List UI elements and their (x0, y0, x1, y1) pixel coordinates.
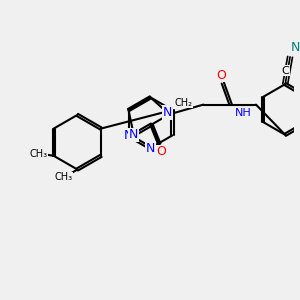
Text: NH: NH (235, 108, 252, 118)
Text: CH₃: CH₃ (29, 149, 47, 159)
Text: N: N (129, 128, 139, 141)
Text: N: N (290, 40, 300, 54)
Text: O: O (156, 146, 166, 158)
Text: N: N (163, 106, 172, 119)
Text: C: C (281, 65, 289, 76)
Text: O: O (216, 69, 226, 82)
Text: CH₃: CH₃ (55, 172, 73, 182)
Text: N: N (146, 142, 155, 154)
Text: N: N (124, 129, 133, 142)
Text: CH₂: CH₂ (174, 98, 192, 108)
